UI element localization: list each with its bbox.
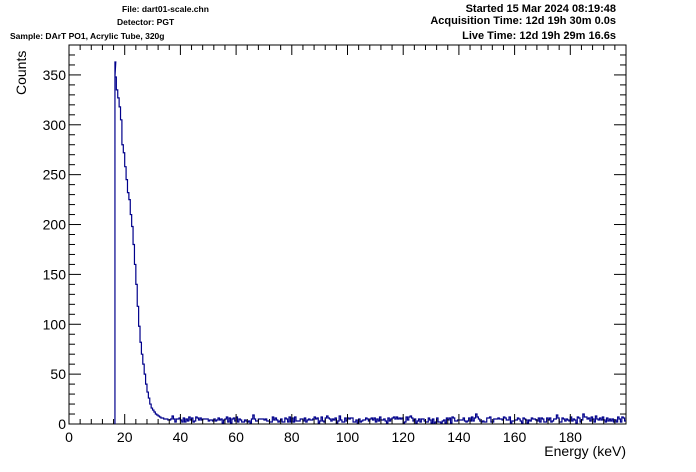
sample-label: Sample: DArT PO1, Acrylic Tube, 320g [10,31,165,41]
live-time-label: Live Time: 12d 19h 29m 16.6s [462,30,616,42]
x-tick-label: 180 [559,429,583,445]
x-tick-label: 120 [392,429,416,445]
axis-ticks: 0 20 40 60 80 100 120 140 160 180 0 50 100 150 200 250 3… [43,44,626,445]
y-tick-label: 200 [43,217,67,233]
y-tick-label: 150 [43,266,67,282]
x-tick-label: 40 [173,429,189,445]
spectrum-series [114,61,626,424]
plot-frame-box [68,44,627,425]
x-tick-label: 160 [503,429,527,445]
y-tick-label: 300 [43,117,67,133]
x-tick-label: 60 [228,429,244,445]
x-tick-label: 20 [117,429,133,445]
x-axis-label: Energy (keV) [544,443,626,459]
plot-frame [68,44,627,425]
y-tick-label: 250 [43,167,67,183]
x-tick-label: 140 [447,429,471,445]
y-tick-label: 0 [58,416,66,432]
histogram-trace [114,61,626,424]
y-axis-label: Counts [13,51,29,95]
x-tick-label: 100 [336,429,360,445]
y-tick-label: 350 [43,67,67,83]
detector-label: Detector: PGT [117,17,175,27]
acquisition-time-label: Acquisition Time: 12d 19h 30m 0.0s [430,15,616,27]
y-tick-label: 100 [43,316,67,332]
file-label: File: dart01-scale.chn [122,4,209,14]
started-label: Started 15 Mar 2024 08:19:48 [465,3,616,15]
x-tick-label: 80 [284,429,300,445]
x-tick-label: 0 [65,429,73,445]
y-tick-label: 50 [50,366,66,382]
